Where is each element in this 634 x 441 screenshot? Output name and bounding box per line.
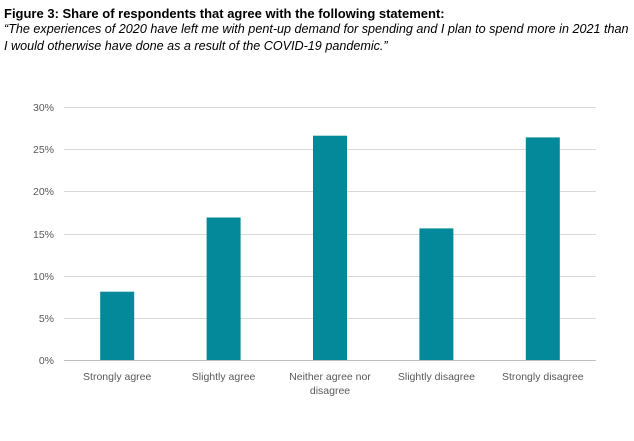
y-tick-label: 5% [39,313,54,325]
bar [313,135,347,360]
y-tick-label: 0% [39,355,54,367]
y-tick-label: 15% [33,229,54,241]
bar-chart: 0% 5% 10% 15% 20% 25% 30% Strongly agree Slight… [33,102,596,397]
y-axis-tick-labels: 0% 5% 10% 15% 20% 25% 30% [33,102,54,367]
x-category-label: Neither agree nor [289,371,371,383]
x-category-label: Strongly agree [83,371,151,383]
x-axis-category-labels: Strongly agree Slightly agree Neither agre… [83,371,584,397]
x-category-label: Slightly agree [192,371,256,383]
y-tick-label: 25% [33,144,54,156]
y-tick-label: 30% [33,102,54,114]
x-category-label: disagree [310,385,350,397]
bar [525,137,560,360]
figure-subtitle: “The experiences of 2020 have left me wi… [4,22,629,53]
y-tick-label: 10% [33,271,54,283]
x-category-label: Slightly disagree [398,371,475,383]
bar [206,217,241,360]
bar [100,291,135,360]
y-tick-label: 20% [33,186,54,198]
x-category-label: Strongly disagree [502,371,584,383]
bars [100,135,560,360]
bar [419,228,454,360]
chart-area: 0% 5% 10% 15% 20% 25% 30% Strongly agree Slight… [0,76,634,441]
figure-title: Figure 3: Share of respondents that agre… [4,6,445,21]
